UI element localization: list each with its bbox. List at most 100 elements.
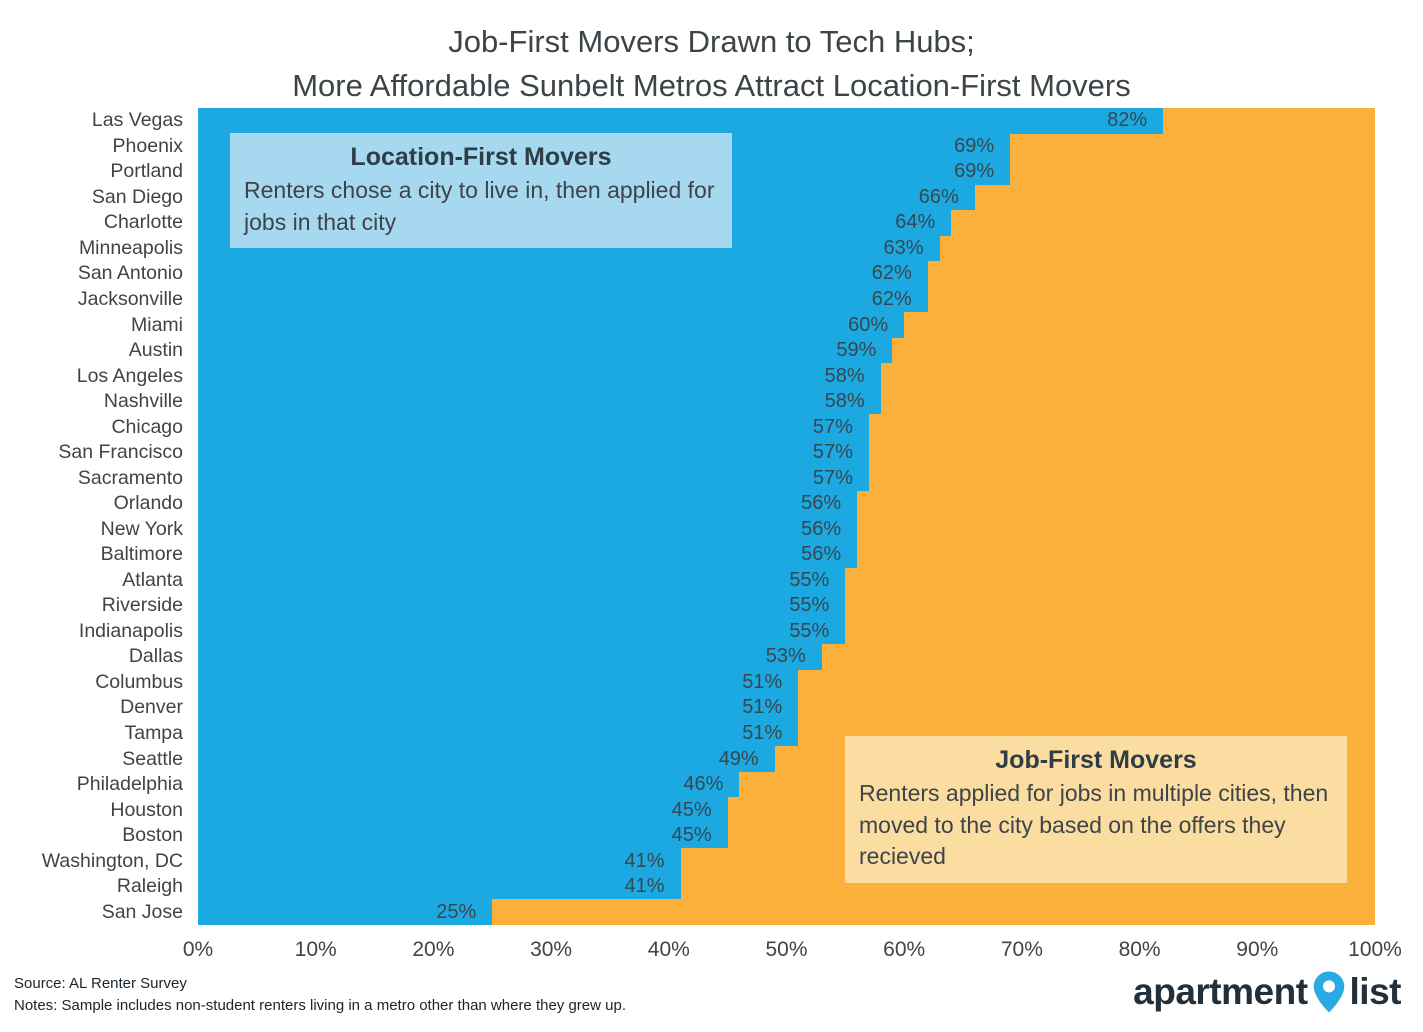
bar-row: 57% bbox=[198, 414, 1375, 440]
bar-segment-location-first: 82% bbox=[198, 108, 1164, 134]
bar-segment-job-first bbox=[798, 669, 1375, 696]
bar-row: 82% bbox=[198, 108, 1375, 134]
y-axis-label: San Diego bbox=[91, 185, 183, 208]
notes-text: Notes: Sample includes non-student rente… bbox=[14, 997, 626, 1014]
x-axis-tick-label: 0% bbox=[182, 938, 214, 961]
y-axis-label: Miami bbox=[131, 313, 183, 336]
bar-row: 59% bbox=[198, 337, 1375, 364]
bar-segment-location-first: 60% bbox=[198, 312, 905, 338]
y-axis-label: Baltimore bbox=[100, 543, 183, 566]
bar-segment-job-first bbox=[1010, 159, 1375, 185]
y-axis-label: Raleigh bbox=[116, 875, 183, 898]
bar-value-label: 55% bbox=[789, 619, 830, 642]
x-axis-tick-label: 30% bbox=[530, 938, 573, 961]
bar-row: 57% bbox=[198, 439, 1375, 466]
bar-value-label: 58% bbox=[824, 364, 865, 387]
bar-value-label: 45% bbox=[671, 824, 712, 847]
bar-row: 25% bbox=[198, 899, 1375, 925]
y-axis-label: Chicago bbox=[111, 415, 183, 438]
bar-value-label: 53% bbox=[765, 645, 806, 668]
bar-segment-location-first: 56% bbox=[198, 516, 858, 543]
y-axis-labels: Las Vegas Phoenix Portland San Diego Charlot… bbox=[0, 108, 183, 925]
bar-value-label: 56% bbox=[801, 543, 842, 566]
y-axis-label: Seattle bbox=[122, 747, 183, 770]
bar-segment-location-first: 57% bbox=[198, 465, 869, 491]
annotation-location-first-title: Location-First Movers bbox=[350, 143, 612, 171]
bar-value-label: 69% bbox=[954, 160, 995, 183]
bar-segment-job-first bbox=[868, 414, 1375, 440]
x-axis-tick-label: 40% bbox=[647, 938, 690, 961]
bar-segment-job-first bbox=[492, 899, 1375, 925]
chart-title-line2: More Affordable Sunbelt Metros Attract L… bbox=[292, 68, 1131, 104]
x-axis-tick-label: 60% bbox=[883, 938, 926, 961]
bar-value-label: 66% bbox=[918, 185, 959, 208]
y-axis-label: Denver bbox=[120, 696, 183, 719]
bar-row: 62% bbox=[198, 261, 1375, 287]
y-axis-label: Sacramento bbox=[77, 466, 183, 489]
bar-segment-job-first bbox=[880, 388, 1375, 415]
bar-value-label: 60% bbox=[848, 313, 889, 336]
bar-segment-location-first: 57% bbox=[198, 414, 869, 440]
bar-segment-job-first bbox=[868, 465, 1375, 491]
bar-value-label: 56% bbox=[801, 492, 842, 515]
bar-value-label: 57% bbox=[812, 415, 853, 438]
annotation-location-first: Location-First Movers Renters chose a ci… bbox=[230, 133, 732, 249]
bar-segment-location-first: 45% bbox=[198, 797, 728, 823]
apartment-list-logo: apartment list bbox=[1133, 970, 1402, 1014]
bar-segment-location-first: 51% bbox=[198, 669, 799, 696]
bar-row: 62% bbox=[198, 286, 1375, 313]
source-note: Source: AL Renter Survey bbox=[14, 975, 187, 992]
y-axis-label: Dallas bbox=[128, 645, 183, 668]
bar-value-label: 57% bbox=[812, 441, 853, 464]
bar-segment-location-first: 45% bbox=[198, 822, 728, 849]
bar-value-label: 56% bbox=[801, 517, 842, 540]
bar-row: 56% bbox=[198, 490, 1375, 517]
y-axis-label: San Antonio bbox=[77, 262, 183, 285]
y-axis-label: Boston bbox=[122, 824, 183, 847]
bar-segment-location-first: 62% bbox=[198, 286, 928, 313]
x-axis: 0% 10% 20% 30% 40% 50% 60% 70% 80% 90% 100% bbox=[183, 938, 1402, 966]
bar-value-label: 51% bbox=[742, 696, 783, 719]
bar-value-label: 51% bbox=[742, 722, 783, 745]
map-pin-icon bbox=[1313, 971, 1344, 1013]
y-axis-label: Columbus bbox=[95, 670, 183, 693]
annotation-job-first-body: Renters applied for jobs in multiple cit… bbox=[859, 780, 1329, 870]
y-axis-label: Charlotte bbox=[103, 211, 183, 234]
bar-value-label: 59% bbox=[836, 339, 877, 362]
bar-row: 55% bbox=[198, 618, 1375, 645]
y-axis-label: Philadelphia bbox=[76, 773, 183, 796]
y-axis-label: Jacksonville bbox=[77, 287, 183, 310]
bar-segment-location-first: 51% bbox=[198, 720, 799, 747]
x-axis-tick-label: 90% bbox=[1236, 938, 1279, 961]
bar-value-label: 49% bbox=[718, 747, 759, 770]
y-axis-label: Portland bbox=[110, 160, 183, 183]
bar-segment-location-first: 53% bbox=[198, 644, 822, 670]
y-axis-label: Minneapolis bbox=[78, 236, 183, 259]
x-axis-tick-label: 20% bbox=[412, 938, 455, 961]
bar-row: 56% bbox=[198, 542, 1375, 568]
y-axis-label: San Jose bbox=[101, 900, 183, 923]
bar-segment-job-first bbox=[857, 542, 1375, 568]
bar-segment-location-first: 58% bbox=[198, 388, 881, 415]
annotation-job-first-title: Job-First Movers bbox=[995, 746, 1197, 774]
bar-segment-job-first bbox=[857, 490, 1375, 517]
y-axis-label: Houston bbox=[110, 798, 183, 821]
y-axis-label: Atlanta bbox=[122, 568, 183, 591]
bar-segment-job-first bbox=[1010, 133, 1375, 160]
x-axis-tick-label: 50% bbox=[765, 938, 808, 961]
bar-value-label: 46% bbox=[683, 773, 724, 796]
bar-segment-location-first: 57% bbox=[198, 439, 869, 466]
bar-value-label: 41% bbox=[624, 875, 665, 898]
bar-segment-job-first bbox=[939, 235, 1375, 262]
x-axis-tick-label: 100% bbox=[1348, 938, 1402, 961]
chart-title-line1: Job-First Movers Drawn to Tech Hubs; bbox=[448, 24, 975, 59]
bar-segment-location-first: 59% bbox=[198, 337, 893, 364]
bar-value-label: 64% bbox=[895, 211, 936, 234]
bar-segment-job-first bbox=[904, 312, 1375, 338]
y-axis-label: San Francisco bbox=[58, 441, 183, 464]
annotation-location-first-body: Renters chose a city to live in, then ap… bbox=[244, 177, 715, 235]
y-axis-label: Los Angeles bbox=[76, 364, 183, 387]
bar-value-label: 25% bbox=[436, 900, 477, 923]
logo-text-apartment: apartment bbox=[1133, 971, 1308, 1012]
